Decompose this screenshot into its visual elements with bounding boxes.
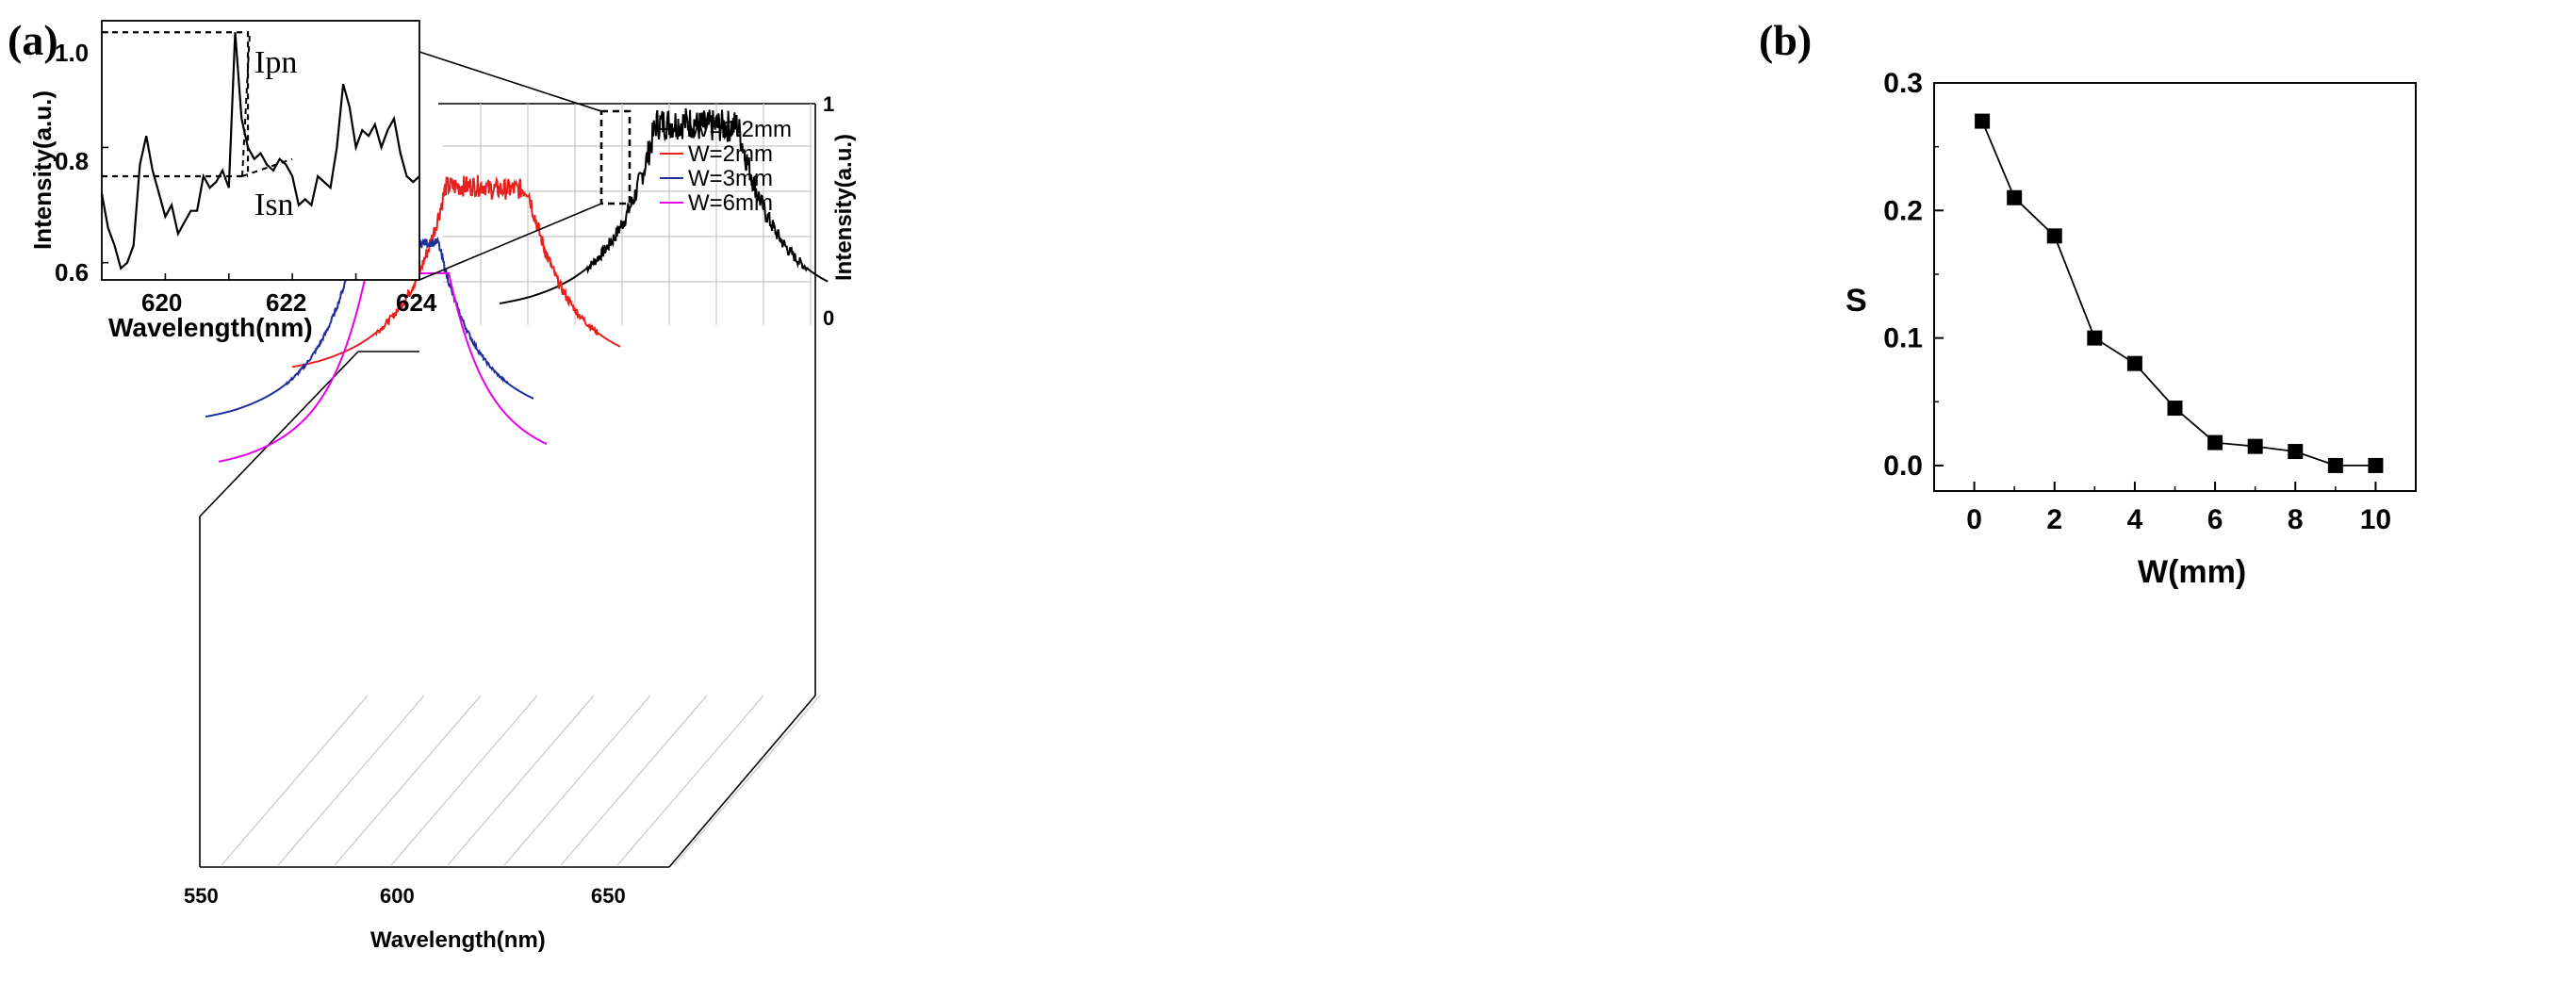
panel-b-x-tick-label: 4 xyxy=(2127,504,2143,535)
inset-peak-guide xyxy=(102,31,250,176)
floor-grid-line xyxy=(673,695,821,866)
panel-b-point xyxy=(2247,438,2263,454)
waterfall-axes: 550 600 650 Wavelength(nm) 1 0 Intensity… xyxy=(184,92,857,953)
panel-b-point xyxy=(2046,228,2062,244)
legend: W=0.2mm W=2mm W=3mm W=6mm xyxy=(660,117,792,216)
inset-x-tick-620: 620 xyxy=(141,288,182,317)
panel-b-y-tick-label: 0.1 xyxy=(1883,323,1923,354)
spectrum-w02 xyxy=(499,107,829,304)
panel-b-frame xyxy=(1933,82,2417,492)
zoom-indicator xyxy=(418,51,632,281)
spectrum-w2 xyxy=(291,174,621,369)
z-tick-0: 0 xyxy=(823,306,834,330)
waterfall-frame xyxy=(199,103,816,868)
floor-grid-line xyxy=(390,695,538,866)
floor-grid-line xyxy=(447,695,595,866)
floor-grid-line xyxy=(560,695,708,866)
floor-grid-line xyxy=(616,695,764,866)
panel-b-point xyxy=(2288,444,2304,460)
legend-label-w3: W=3mm xyxy=(688,166,773,191)
legend-label-w02: W=0.2mm xyxy=(688,117,792,142)
panel-b-point xyxy=(2087,330,2103,346)
inset-y-axis-title: Intensity(a.u.) xyxy=(28,90,57,250)
floor-grid-line xyxy=(334,695,482,866)
panel-b-x-tick-label: 0 xyxy=(1966,504,1982,535)
floor-grid xyxy=(221,104,821,866)
panel-b-x-tick-label: 2 xyxy=(2046,504,2062,535)
panel-b-point xyxy=(2207,434,2223,451)
legend-label-w2: W=2mm xyxy=(688,141,773,167)
panel-b-point xyxy=(2007,189,2023,205)
panel-b-point xyxy=(2126,355,2142,371)
z-tick-1: 1 xyxy=(823,92,834,116)
inset-x-tick-624: 624 xyxy=(396,288,437,317)
legend-label-w6: W=6mm xyxy=(688,190,773,216)
x-tick-600: 600 xyxy=(380,884,415,908)
x-tick-550: 550 xyxy=(184,884,219,908)
inset-series-line xyxy=(100,32,420,270)
inset-frame xyxy=(101,20,420,281)
panel-b-point xyxy=(1975,113,1991,129)
inset-floor-label: Isn xyxy=(254,188,294,222)
panel-b-label: (b) xyxy=(1759,16,1812,64)
floor-grid-line xyxy=(503,695,651,866)
inset-y-tick-1.0: 1.0 xyxy=(55,39,89,67)
floor-grid-line xyxy=(221,695,369,866)
x-tick-650: 650 xyxy=(591,884,626,908)
floor-grid-line xyxy=(277,695,425,866)
inset-y-tick-0.8: 0.8 xyxy=(55,147,89,175)
panel-b-y-tick-label: 0.2 xyxy=(1883,195,1923,226)
inset-y-tick-0.6: 0.6 xyxy=(55,258,89,287)
panel-b-x-tick-label: 6 xyxy=(2207,504,2223,535)
panel-b-axes: 0 2 4 6 8 10 0.0 0.1 0.2 0.3 xyxy=(1883,68,2417,535)
panel-b-x-tick-label: 8 xyxy=(2288,504,2304,535)
panel-a-label: (a) xyxy=(8,16,58,64)
panel-b-point xyxy=(2368,457,2384,473)
inset-axes: 1.0 0.8 0.6 620 622 624 Wavelength(nm) I… xyxy=(28,39,437,342)
panel-b-x-tick-label: 10 xyxy=(2360,504,2391,535)
panel-b-y-axis-title: S xyxy=(1846,283,1867,319)
inset-x-axis-title: Wavelength(nm) xyxy=(108,313,313,342)
z-axis-title: Intensity(a.u.) xyxy=(831,134,857,281)
inset-plot xyxy=(100,31,420,280)
panel-b-series xyxy=(1975,113,2384,473)
inset-peak-label: Ipn xyxy=(254,45,297,80)
panel-b-y-tick-label: 0.3 xyxy=(1883,68,1923,99)
panel-b-y-tick-label: 0.0 xyxy=(1883,451,1923,482)
panel-b-point xyxy=(2167,401,2183,417)
x-axis-title: Wavelength(nm) xyxy=(370,927,546,953)
panel-b-point xyxy=(2327,457,2343,473)
inset-baseline-guide xyxy=(241,157,293,177)
inset-background xyxy=(102,21,419,280)
panel-b-x-axis-title: W(mm) xyxy=(2138,554,2246,590)
inset-x-tick-622: 622 xyxy=(266,288,306,317)
inset-peak-slope xyxy=(241,32,252,177)
